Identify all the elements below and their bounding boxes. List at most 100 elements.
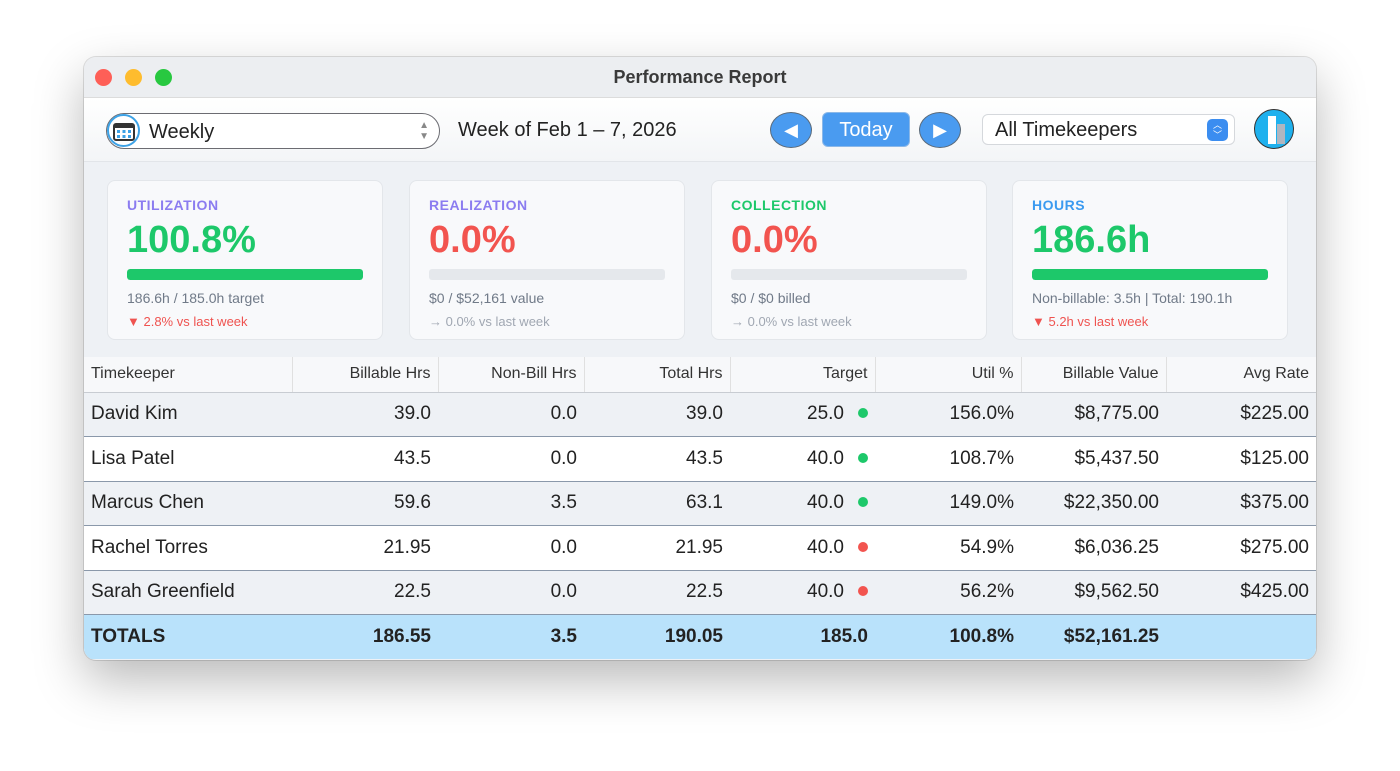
- cell-target-value: 40.0: [807, 536, 844, 558]
- timekeeper-table: Timekeeper Billable Hrs Non-Bill Hrs Total …: [84, 357, 1316, 659]
- cell-util: 108.7%: [875, 436, 1021, 482]
- table-row[interactable]: Sarah Greenfield 22.5 0.0 22.5 40.0 56.2% $9,5…: [84, 570, 1316, 615]
- cell-rate: $275.00: [1166, 525, 1316, 571]
- week-label: Week of Feb 1 – 7, 2026: [458, 119, 677, 141]
- card-value: 186.6h: [1032, 219, 1151, 261]
- cell-util: 149.0%: [875, 481, 1021, 526]
- table-row[interactable]: Lisa Patel 43.5 0.0 43.5 40.0 108.7% $5,437.50…: [84, 436, 1316, 482]
- cell-billable: 43.5: [292, 436, 438, 482]
- column-header[interactable]: Target: [730, 357, 876, 393]
- cell-billable: 186.55: [292, 614, 438, 659]
- cell-total: 22.5: [584, 570, 730, 615]
- minimize-button[interactable]: [125, 69, 142, 86]
- column-header[interactable]: Avg Rate: [1166, 357, 1316, 393]
- card-heading: UTILIZATION: [127, 197, 219, 213]
- card-subtitle: Non-billable: 3.5h | Total: 190.1h: [1032, 290, 1233, 306]
- card-value: 0.0%: [731, 219, 818, 261]
- totals-row: TOTALS 186.55 3.5 190.05 185.0 100.8% $52,161.…: [84, 614, 1316, 659]
- cell-name: David Kim: [84, 392, 292, 437]
- calendar-icon: [107, 114, 140, 147]
- timekeeper-select[interactable]: All Timekeepers ︿ ﹀: [982, 114, 1235, 145]
- table-row[interactable]: David Kim 39.0 0.0 39.0 25.0 156.0% $8,775.00 $…: [84, 392, 1316, 437]
- progress-fill: [127, 269, 363, 280]
- cell-total: 39.0: [584, 392, 730, 437]
- card-trend: ▼ 5.2h vs last week: [1032, 314, 1149, 329]
- period-value: Weekly: [149, 121, 215, 143]
- chart-view-button[interactable]: [1254, 109, 1294, 149]
- card-heading: COLLECTION: [731, 197, 827, 213]
- status-dot-icon: [858, 452, 868, 463]
- table-row[interactable]: Marcus Chen 59.6 3.5 63.1 40.0 149.0% $22,350.…: [84, 481, 1316, 526]
- cell-name: Sarah Greenfield: [84, 570, 292, 615]
- triangle-left-icon: ◀: [784, 119, 798, 140]
- progress-bar: [127, 269, 363, 280]
- cell-value: $52,161.25: [1021, 614, 1166, 659]
- cell-rate: $425.00: [1166, 570, 1316, 615]
- cell-nonbill: 0.0: [438, 436, 584, 482]
- cell-util: 156.0%: [875, 392, 1021, 437]
- metric-card-collection: COLLECTION 0.0% $0 / $0 billed → 0.0% vs…: [711, 180, 987, 340]
- next-week-button[interactable]: ▶: [919, 112, 961, 148]
- close-button[interactable]: [95, 69, 112, 86]
- cell-target: 185.0: [730, 614, 875, 659]
- updown-chevron-icon: ︿ ﹀: [1207, 119, 1228, 141]
- cell-value: $22,350.00: [1021, 481, 1166, 526]
- previous-week-button[interactable]: ◀: [770, 112, 812, 148]
- column-header[interactable]: Billable Hrs: [292, 357, 439, 393]
- cell-rate: $375.00: [1166, 481, 1316, 526]
- cell-target-value: 40.0: [807, 492, 844, 514]
- cell-value: $9,562.50: [1021, 570, 1166, 615]
- metric-card-utilization: UTILIZATION 100.8% 186.6h / 185.0h targe…: [107, 180, 383, 340]
- cell-value: $8,775.00: [1021, 392, 1166, 437]
- cell-value: $6,036.25: [1021, 525, 1166, 571]
- cell-util: 54.9%: [875, 525, 1021, 571]
- today-button[interactable]: Today: [822, 112, 910, 147]
- updown-chevron-icon: ▲ ▼: [419, 120, 429, 142]
- cell-rate: $125.00: [1166, 436, 1316, 482]
- card-heading: REALIZATION: [429, 197, 528, 213]
- metric-card-realization: REALIZATION 0.0% $0 / $52,161 value → 0.…: [409, 180, 685, 340]
- status-dot-icon: [858, 497, 868, 508]
- metric-card-hours: HOURS 186.6h Non-billable: 3.5h | Total:…: [1012, 180, 1288, 340]
- cell-rate: $225.00: [1166, 392, 1316, 437]
- column-header[interactable]: Timekeeper: [84, 357, 293, 393]
- cell-name: Marcus Chen: [84, 481, 292, 526]
- cell-target: 40.0: [730, 570, 875, 615]
- cell-value: $5,437.50: [1021, 436, 1166, 482]
- table-row[interactable]: Rachel Torres 21.95 0.0 21.95 40.0 54.9% $6,03…: [84, 525, 1316, 571]
- cell-nonbill: 0.0: [438, 392, 584, 437]
- progress-bar: [429, 269, 665, 280]
- card-heading: HOURS: [1032, 197, 1086, 213]
- column-header[interactable]: Util %: [875, 357, 1022, 393]
- window-title: Performance Report: [613, 67, 787, 87]
- toolbar: Weekly ▲ ▼ Week of Feb 1 – 7, 2026 ◀ Toda…: [84, 98, 1316, 162]
- progress-bar: [1032, 269, 1268, 280]
- column-header[interactable]: Billable Value: [1021, 357, 1167, 393]
- cell-target-value: 25.0: [807, 403, 844, 425]
- cell-target-value: 40.0: [807, 447, 844, 469]
- cell-total: 21.95: [584, 525, 730, 571]
- card-subtitle: $0 / $0 billed: [731, 290, 811, 306]
- cell-util: 56.2%: [875, 570, 1021, 615]
- timekeeper-value: All Timekeepers: [995, 119, 1138, 141]
- cell-billable: 22.5: [292, 570, 438, 615]
- cell-target: 40.0: [730, 525, 875, 571]
- cell-total: 63.1: [584, 481, 730, 526]
- period-select[interactable]: Weekly ▲ ▼: [106, 113, 440, 149]
- cell-util: 100.8%: [875, 614, 1021, 659]
- card-subtitle: $0 / $52,161 value: [429, 290, 545, 306]
- cell-name: TOTALS: [84, 614, 292, 659]
- cell-billable: 59.6: [292, 481, 438, 526]
- zoom-button[interactable]: [155, 69, 172, 86]
- progress-bar: [731, 269, 967, 280]
- column-header[interactable]: Non-Bill Hrs: [438, 357, 585, 393]
- status-dot-icon: [858, 541, 868, 552]
- cell-nonbill: 3.5: [438, 614, 584, 659]
- cell-target-value: 40.0: [807, 581, 844, 603]
- card-trend: ▼ 2.8% vs last week: [127, 314, 248, 329]
- cell-billable: 21.95: [292, 525, 438, 571]
- column-header[interactable]: Total Hrs: [584, 357, 731, 393]
- cell-total: 43.5: [584, 436, 730, 482]
- cell-target: 25.0: [730, 392, 875, 437]
- cell-nonbill: 0.0: [438, 525, 584, 571]
